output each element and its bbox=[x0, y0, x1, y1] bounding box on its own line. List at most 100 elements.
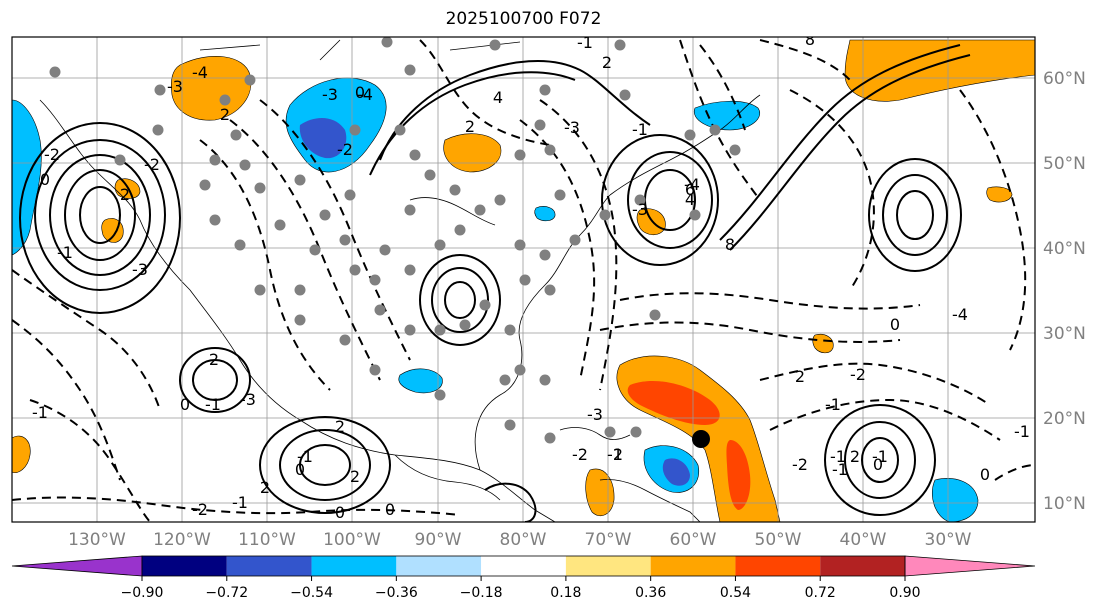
contour-label: -3 bbox=[587, 405, 603, 424]
contour-label: -1 bbox=[57, 243, 73, 262]
colorbar-tick-label: −0.90 bbox=[121, 585, 164, 601]
colorbar-border bbox=[141, 555, 906, 577]
contour-label: -1 bbox=[872, 447, 888, 466]
contour-label: -2 bbox=[850, 365, 866, 384]
colorbar-tick-label: 0.36 bbox=[635, 585, 666, 601]
latitude-labels: 60°N 50°N 40°N 30°N 20°N 10°N bbox=[1043, 69, 1086, 514]
contour-label: -3 bbox=[132, 260, 148, 279]
contour-label: -3 bbox=[564, 118, 580, 137]
contour-label: 2 bbox=[260, 478, 270, 497]
contour-label: -2 bbox=[44, 145, 60, 164]
lon-label: 80°W bbox=[500, 530, 547, 550]
contour-label: -4 bbox=[192, 63, 208, 82]
shade-orange-great-lakes bbox=[443, 133, 502, 173]
contour-label: -3 bbox=[167, 77, 183, 96]
colorbar-swatch bbox=[481, 556, 566, 576]
contour-label: 0 bbox=[873, 455, 883, 474]
contour-label: 2 bbox=[120, 185, 130, 204]
shade-red-atlantic bbox=[627, 380, 720, 425]
contour-label: -2 bbox=[337, 140, 353, 159]
lon-label: 130°W bbox=[68, 530, 126, 550]
map-title: 2025100700 F072 bbox=[445, 9, 602, 29]
negative-contours bbox=[12, 39, 1035, 522]
contour-label: 4 bbox=[493, 88, 503, 107]
lon-label: 90°W bbox=[415, 530, 462, 550]
contour-label: 2 bbox=[613, 445, 623, 464]
map-frame bbox=[11, 36, 1036, 523]
contour-label: 0 bbox=[295, 460, 305, 479]
contour-label: -1 bbox=[832, 460, 848, 479]
contour-label: -1 bbox=[297, 447, 313, 466]
contour-label: 0 bbox=[180, 395, 190, 414]
contour-label: -1 bbox=[32, 403, 48, 422]
shade-orange-nw bbox=[170, 55, 252, 121]
lon-label: 40°W bbox=[840, 530, 887, 550]
lon-label: 100°W bbox=[323, 530, 381, 550]
longitude-labels: 130°W 120°W 110°W 100°W 90°W 80°W 70°W 6… bbox=[68, 530, 972, 550]
contour-label: 2 bbox=[850, 447, 860, 466]
lat-label: 30°N bbox=[1043, 324, 1086, 344]
shade-red-caribbean bbox=[726, 440, 751, 510]
storm-center-marker bbox=[692, 430, 710, 448]
contour-label: -2 bbox=[792, 455, 808, 474]
contour-label: 0 bbox=[40, 170, 50, 189]
colorbar-tick-label: 0.72 bbox=[805, 585, 836, 601]
shade-blue-canada bbox=[693, 100, 760, 131]
contour-label: 0 bbox=[355, 83, 365, 102]
lon-label: 110°W bbox=[238, 530, 296, 550]
colorbar-swatch bbox=[565, 556, 651, 576]
colorbar-tick-label: −0.36 bbox=[375, 585, 418, 601]
colorbar-tick-label: −0.54 bbox=[290, 585, 333, 601]
lat-label: 20°N bbox=[1043, 409, 1086, 429]
colorbar-swatch bbox=[735, 556, 821, 576]
contour-label: 2 bbox=[209, 350, 219, 369]
colorbar-tick-label: 0.54 bbox=[720, 585, 751, 601]
contour-label: -1 bbox=[632, 120, 648, 139]
lon-label: 70°W bbox=[585, 530, 632, 550]
contour-label: -1 bbox=[607, 445, 623, 464]
shade-orange-small-4 bbox=[812, 333, 834, 354]
contour-label: -1 bbox=[830, 447, 846, 466]
contour-label: 2 bbox=[350, 467, 360, 486]
contour-label: 2 bbox=[795, 367, 805, 386]
contour-label: 2 bbox=[465, 117, 475, 136]
contour-label: 4 bbox=[685, 190, 695, 209]
colorbar-swatch bbox=[311, 556, 397, 576]
colorbar-extend-low bbox=[11, 555, 143, 577]
colorbar-extend-high bbox=[904, 555, 1036, 577]
contour-label: -3 bbox=[632, 200, 648, 219]
lat-label: 50°N bbox=[1043, 154, 1086, 174]
contour-label: -4 bbox=[952, 305, 968, 324]
lon-label: 120°W bbox=[153, 530, 211, 550]
shade-blue-se bbox=[931, 478, 979, 522]
contour-label: -1 bbox=[232, 493, 248, 512]
colorbar-tick-label: 0.18 bbox=[550, 585, 581, 601]
contour-label: 8 bbox=[805, 30, 815, 49]
contour-label: -2 bbox=[572, 445, 588, 464]
shade-darkblue-caribbean bbox=[662, 458, 690, 486]
contour-label: -1 bbox=[1014, 422, 1030, 441]
colorbar-swatch bbox=[142, 556, 227, 576]
lon-label: 50°W bbox=[755, 530, 802, 550]
contour-label: 2 bbox=[335, 417, 345, 436]
contour-label: 6 bbox=[685, 180, 695, 199]
contour-label: 0 bbox=[335, 503, 345, 522]
contour-label: -3 bbox=[240, 390, 256, 409]
station-markers bbox=[49, 37, 741, 444]
contour-label: -4 bbox=[684, 175, 700, 194]
contour-label: 0 bbox=[890, 315, 900, 334]
contour-label: 0 bbox=[980, 465, 990, 484]
contour-label: 8 bbox=[725, 235, 735, 254]
contour-label: -1 bbox=[205, 395, 221, 414]
lon-label: 60°W bbox=[670, 530, 717, 550]
contour-label: -1 bbox=[825, 395, 841, 414]
colorbar-swatch bbox=[650, 556, 736, 576]
colorbar-tick-label: 0.90 bbox=[889, 585, 920, 601]
contour-label: -3 bbox=[322, 85, 338, 104]
lat-label: 40°N bbox=[1043, 239, 1086, 259]
colorbar-swatch bbox=[226, 556, 312, 576]
colorbar-tick-label: −0.18 bbox=[460, 585, 503, 601]
contour-labels: -4-32-3 0-4-224-38-12-1-3-44680-2-3-12-22… bbox=[32, 30, 1030, 522]
colorbar-swatch bbox=[396, 556, 482, 576]
